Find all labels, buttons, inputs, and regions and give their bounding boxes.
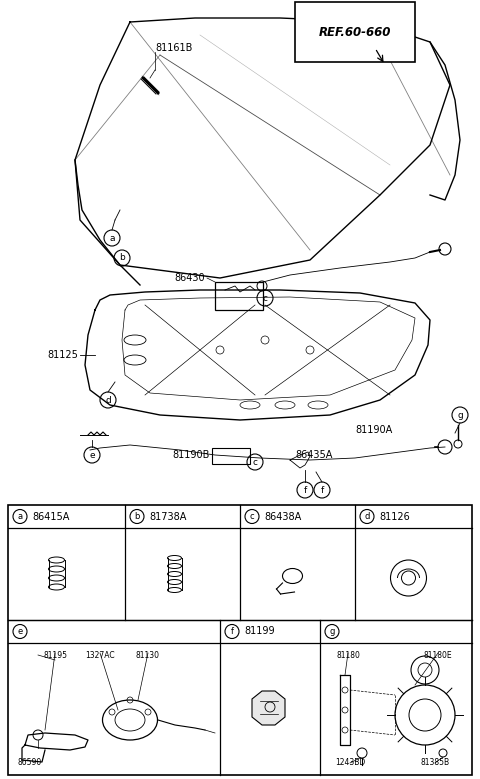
Text: 81130: 81130 — [136, 651, 160, 660]
Text: 86438A: 86438A — [264, 512, 301, 521]
Text: e: e — [17, 627, 23, 636]
Text: 81125: 81125 — [47, 350, 78, 360]
Bar — [212, 448, 250, 464]
Text: g: g — [329, 627, 335, 636]
Polygon shape — [252, 691, 285, 725]
Text: e: e — [89, 450, 95, 460]
Text: 86430: 86430 — [174, 273, 205, 283]
Text: a: a — [17, 512, 23, 521]
Text: REF.60-660: REF.60-660 — [319, 26, 391, 38]
Text: b: b — [134, 512, 140, 521]
Text: a: a — [109, 234, 115, 242]
Text: 81195: 81195 — [43, 651, 67, 660]
Text: g: g — [457, 411, 463, 420]
Text: 81180: 81180 — [336, 651, 360, 660]
Text: c: c — [252, 457, 257, 467]
Text: 81385B: 81385B — [420, 758, 450, 767]
Text: 81126: 81126 — [379, 512, 410, 521]
Bar — [8, 505, 472, 775]
Text: f: f — [230, 627, 233, 636]
Text: 1243BD: 1243BD — [335, 758, 365, 767]
Text: d: d — [105, 396, 111, 404]
Text: f: f — [303, 485, 307, 495]
Text: 81738A: 81738A — [149, 512, 186, 521]
Text: b: b — [119, 253, 125, 263]
Bar — [215, 282, 263, 310]
Text: 86590: 86590 — [18, 758, 42, 767]
Text: 86415A: 86415A — [32, 512, 70, 521]
Text: 81190A: 81190A — [355, 425, 392, 435]
Text: 86435A: 86435A — [295, 450, 332, 460]
Text: c: c — [250, 512, 254, 521]
Text: 81180E: 81180E — [424, 651, 452, 660]
Text: f: f — [320, 485, 324, 495]
Text: c: c — [263, 294, 267, 302]
Text: 81199: 81199 — [244, 626, 275, 636]
Text: d: d — [364, 512, 370, 521]
Text: 81190B: 81190B — [173, 450, 210, 460]
Text: 81161B: 81161B — [155, 43, 192, 53]
Text: 1327AC: 1327AC — [85, 651, 115, 660]
